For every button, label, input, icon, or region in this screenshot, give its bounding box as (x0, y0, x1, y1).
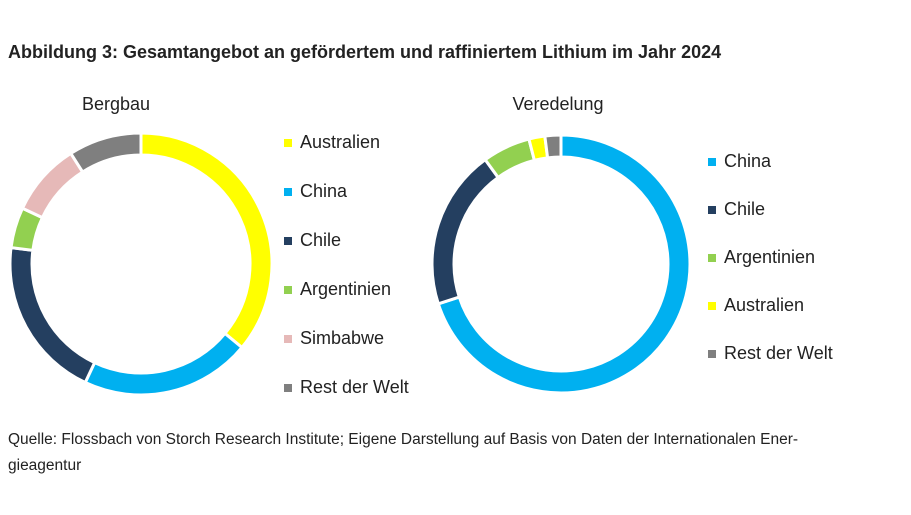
legend-marker (284, 286, 292, 294)
legend-label: Argentinien (724, 247, 815, 267)
chart-title: Bergbau (82, 94, 150, 114)
source-line: Quelle: Flossbach von Storch Research In… (8, 431, 798, 448)
legend-marker (708, 254, 716, 262)
legend-marker (708, 206, 716, 214)
legend-marker (708, 350, 716, 358)
donut-segment (83, 331, 245, 397)
source-line: gieagentur (8, 457, 81, 474)
donut-segment (436, 133, 692, 395)
legend-marker (708, 158, 716, 166)
legend-label: Australien (300, 132, 380, 152)
legend-marker (284, 335, 292, 343)
donut-segment (430, 157, 501, 306)
donut-segment (68, 131, 143, 175)
legend-label: Chile (724, 199, 765, 219)
donut-segment (483, 137, 537, 180)
legend-marker (284, 384, 292, 392)
legend-marker (284, 188, 292, 196)
donut-segment (543, 133, 563, 160)
donut-segment (139, 131, 274, 350)
legend-label: Chile (300, 230, 341, 250)
chart-title: Veredelung (512, 94, 603, 114)
donut-segment (20, 151, 85, 220)
legend-label: China (300, 181, 348, 201)
legend-label: China (724, 151, 772, 171)
legend-marker (708, 302, 716, 310)
legend-label: Argentinien (300, 279, 391, 299)
legend-marker (284, 139, 292, 147)
legend-label: Rest der Welt (300, 377, 409, 397)
legend-marker (284, 237, 292, 245)
legend-label: Rest der Welt (724, 343, 833, 363)
donut-segment (8, 245, 97, 385)
legend-label: Simbabwe (300, 328, 384, 348)
legend-label: Australien (724, 295, 804, 315)
page-title: Abbildung 3: Gesamtangebot an geförderte… (8, 42, 721, 62)
